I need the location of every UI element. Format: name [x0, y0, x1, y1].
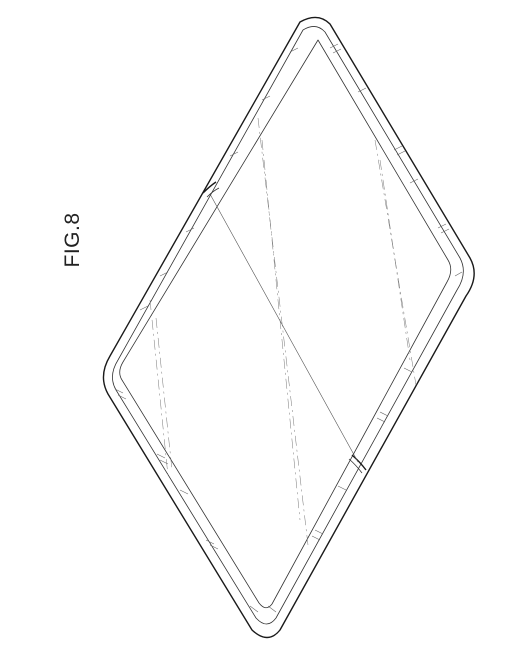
hinge-notch-lower — [351, 454, 367, 471]
hinge-notch-upper-inner — [206, 187, 220, 198]
hinge-notch-lower-inner — [348, 458, 363, 474]
shading-line — [379, 159, 411, 361]
device-outer-outline — [102, 16, 475, 639]
display-outline — [119, 39, 452, 609]
hinge-notch-upper — [202, 181, 217, 194]
shading-line — [257, 117, 309, 546]
shading-line — [155, 317, 173, 471]
fold-line — [209, 193, 359, 463]
device-rim-outline — [112, 26, 464, 625]
edge-ticks — [114, 43, 463, 613]
shading-line — [261, 139, 301, 521]
shading-line — [149, 299, 169, 477]
